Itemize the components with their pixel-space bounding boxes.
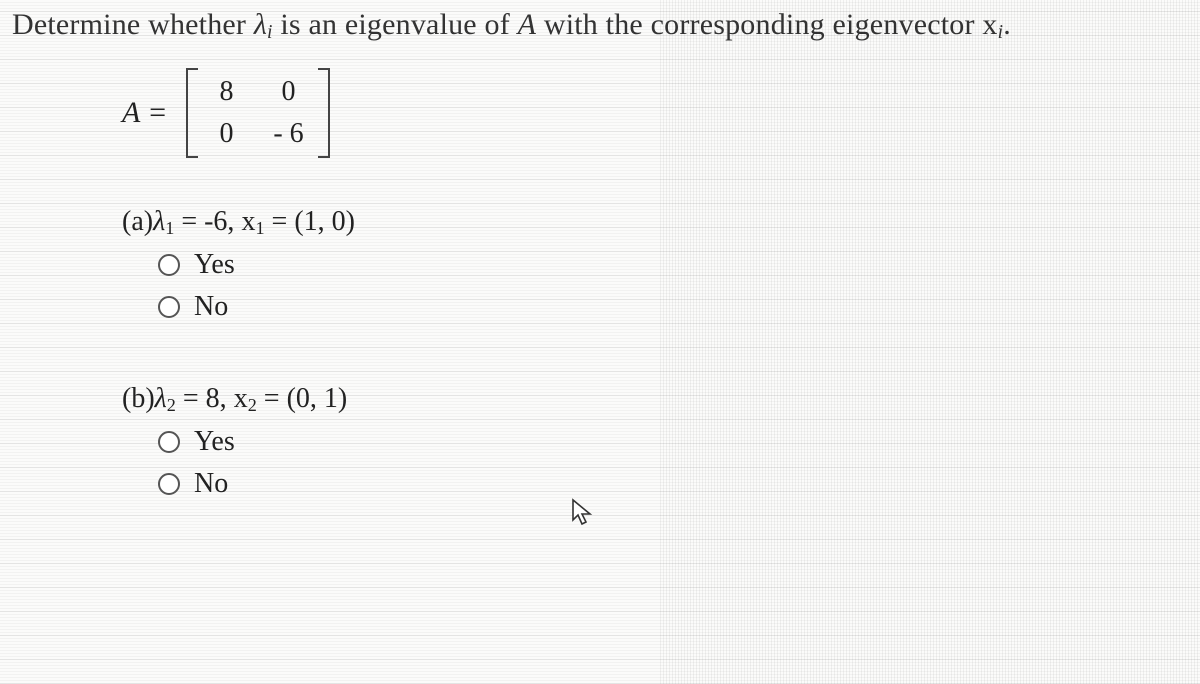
- x-symbol: x: [241, 206, 255, 237]
- matrix-cell: 0: [210, 118, 244, 150]
- page-root: Determine whether λi is an eigenvalue of…: [0, 0, 1200, 580]
- matrix-cell: 8: [210, 76, 244, 108]
- prompt-tail: .: [1003, 8, 1011, 41]
- matrix-cell: - 6: [272, 118, 306, 150]
- part-a-options: Yes No: [158, 249, 1180, 323]
- lambda-symbol: λ: [153, 206, 165, 237]
- part-b-options: Yes No: [158, 426, 1180, 500]
- radio-icon: [158, 431, 180, 453]
- part-b-option-yes[interactable]: Yes: [158, 426, 1180, 458]
- option-label: No: [194, 468, 228, 500]
- lambda-symbol: λ: [155, 383, 167, 414]
- x-index: 1: [255, 218, 264, 238]
- part-a: (a) λ1 = -6, x1 = (1, 0) Yes No: [122, 206, 1180, 323]
- question-prompt: Determine whether λi is an eigenvalue of…: [12, 8, 1180, 44]
- matrix-definition: A = 8 0 0 - 6: [122, 68, 1180, 158]
- lambda-symbol: λ: [254, 8, 267, 41]
- eq-text: = -6,: [174, 206, 241, 237]
- option-label: No: [194, 291, 228, 323]
- x-symbol: x: [982, 8, 997, 41]
- matrix-lhs: A =: [122, 96, 168, 130]
- lambda-index: 2: [167, 395, 176, 415]
- matrix-values: 8 0 0 - 6: [196, 68, 320, 158]
- option-label: Yes: [194, 426, 235, 458]
- x-symbol: x: [234, 383, 248, 414]
- prompt-mid: is an eigenvalue of: [273, 8, 518, 41]
- part-b: (b) λ2 = 8, x2 = (0, 1) Yes No: [122, 383, 1180, 500]
- prompt-mid2: with the corresponding eigenvector: [536, 8, 982, 41]
- radio-icon: [158, 296, 180, 318]
- radio-icon: [158, 254, 180, 276]
- radio-icon: [158, 473, 180, 495]
- x-index: 2: [248, 395, 257, 415]
- part-a-option-yes[interactable]: Yes: [158, 249, 1180, 281]
- part-a-statement: (a) λ1 = -6, x1 = (1, 0): [122, 206, 1180, 239]
- matrix-bracket: 8 0 0 - 6: [180, 68, 336, 158]
- part-a-option-no[interactable]: No: [158, 291, 1180, 323]
- right-bracket-icon: [320, 68, 336, 158]
- part-b-label: (b): [122, 383, 155, 415]
- left-bracket-icon: [180, 68, 196, 158]
- eq-text: = (0, 1): [257, 383, 347, 414]
- eq-text: = 8,: [176, 383, 234, 414]
- lambda-index: 1: [165, 218, 174, 238]
- part-a-label: (a): [122, 206, 153, 238]
- eq-text: = (1, 0): [265, 206, 355, 237]
- A-symbol: A: [518, 8, 537, 41]
- option-label: Yes: [194, 249, 235, 281]
- part-b-option-no[interactable]: No: [158, 468, 1180, 500]
- matrix-cell: 0: [272, 76, 306, 108]
- prompt-prefix: Determine whether: [12, 8, 254, 41]
- part-b-statement: (b) λ2 = 8, x2 = (0, 1): [122, 383, 1180, 416]
